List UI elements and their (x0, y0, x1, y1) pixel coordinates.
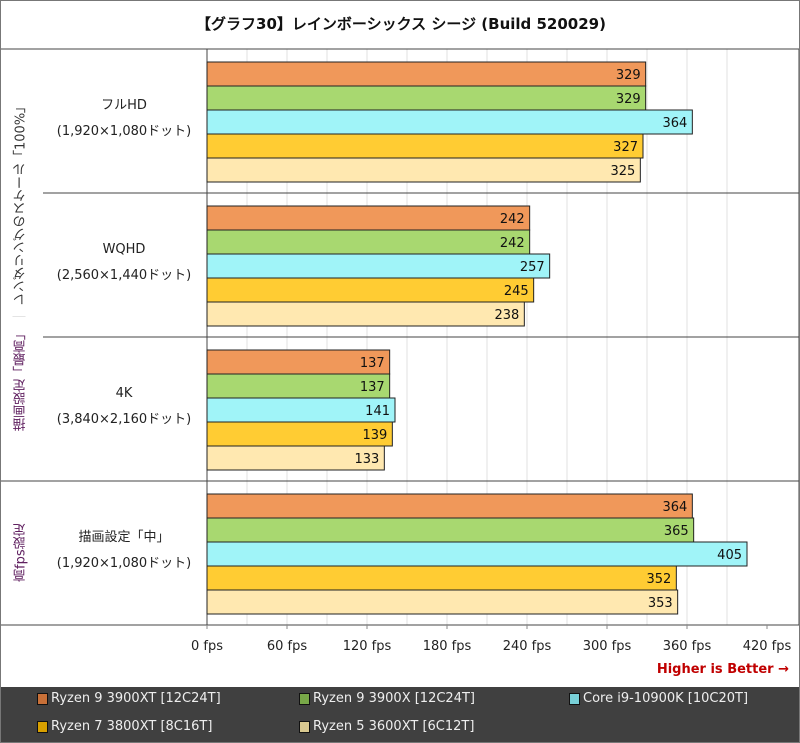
x-tick-label: 0 fps (191, 639, 223, 654)
bar (206, 493, 693, 519)
legend-item: Ryzen 9 3900XT [12C24T] (37, 691, 221, 706)
legend-label: Ryzen 7 3800XT [8C16T] (51, 719, 213, 734)
bar-value-label: 133 (355, 452, 380, 467)
bar (206, 349, 391, 375)
legend-swatch (37, 720, 48, 733)
category-label: 描画設定「中」 (1,920×1,080ドット) (41, 525, 207, 577)
bar-value-label: 242 (500, 236, 525, 251)
group-label-text: 高fps設定 (13, 523, 29, 583)
bar-value-label: 329 (616, 68, 641, 83)
bar (206, 589, 679, 615)
legend-item: Ryzen 9 3900X [12C24T] (299, 691, 475, 706)
bar (206, 397, 396, 423)
bar-value-label: 137 (360, 380, 385, 395)
group-label: 描画設定「最高」 ｜ レンダリングのスケール「100%」 (1, 49, 41, 481)
category-name: フルHD (101, 98, 147, 113)
bar-value-label: 139 (363, 428, 388, 443)
category-label: 4K (3,840×2,160ドット) (41, 381, 207, 433)
legend-label: Ryzen 5 3600XT [6C12T] (313, 719, 475, 734)
category-name: 描画設定「中」 (78, 530, 170, 545)
bar-value-label: 238 (495, 308, 520, 323)
bar-value-label: 329 (616, 92, 641, 107)
bar (206, 229, 531, 255)
bar (206, 61, 647, 87)
legend-label: Core i9-10900K [10C20T] (583, 691, 749, 706)
legend-swatch (299, 720, 310, 733)
group-label-text: レンダリングのスケール「100%」 (13, 99, 29, 306)
legend-label: Ryzen 9 3900XT [12C24T] (51, 691, 221, 706)
bar-value-label: 141 (365, 404, 390, 419)
bar-value-label: 364 (663, 116, 688, 131)
category-resolution: (1,920×1,080ドット) (56, 556, 192, 571)
bar (206, 157, 641, 183)
bar-value-label: 353 (648, 596, 673, 611)
legend-item: Ryzen 7 3800XT [8C16T] (37, 719, 212, 734)
x-tick-label: 120 fps (343, 639, 392, 654)
x-tick-label: 360 fps (663, 639, 712, 654)
category-resolution: (1,920×1,080ドット) (56, 124, 192, 139)
bar (206, 301, 525, 327)
legend-swatch (299, 692, 310, 705)
category-label: WQHD (2,560×1,440ドット) (41, 237, 207, 289)
bar (206, 253, 551, 279)
bar-value-label: 364 (663, 500, 688, 515)
bar-value-label: 242 (500, 212, 525, 227)
group-label-divider: ｜ (13, 309, 29, 323)
group-label-text: 描画設定「最高」 (13, 326, 29, 431)
higher-is-better-note: Higher is Better → (656, 662, 789, 677)
legend-item: Ryzen 5 3600XT [6C12T] (299, 719, 474, 734)
bar-value-label: 245 (504, 284, 529, 299)
category-name: WQHD (102, 242, 146, 257)
category-label: フルHD (1,920×1,080ドット) (41, 93, 207, 145)
category-name: 4K (115, 386, 133, 401)
bar (206, 277, 535, 303)
legend-label: Ryzen 9 3900X [12C24T] (313, 691, 475, 706)
bar (206, 541, 748, 567)
legend-swatch (569, 692, 580, 705)
chart-title: 【グラフ30】レインボーシックス シージ (Build 520029) (196, 15, 606, 33)
legend-swatch (37, 692, 48, 705)
category-resolution: (2,560×1,440ドット) (56, 268, 192, 283)
group-label: 高fps設定 (1, 481, 41, 625)
x-tick-label: 300 fps (583, 639, 632, 654)
x-tick-label: 180 fps (423, 639, 472, 654)
legend: Ryzen 9 3900XT [12C24T] Ryzen 9 3900X [12… (1, 687, 799, 742)
x-tick-label: 420 fps (743, 639, 792, 654)
bar-value-label: 405 (717, 548, 742, 563)
bar (206, 373, 391, 399)
bar (206, 109, 693, 135)
bar-value-label: 325 (611, 164, 636, 179)
bar (206, 445, 385, 471)
bar-value-label: 137 (360, 356, 385, 371)
bar-value-label: 327 (613, 140, 638, 155)
bar (206, 133, 644, 159)
bar (206, 85, 647, 111)
bar-chart: 329 329 364 327 325 242 242 257 245 238 137 137 141 1… (1, 48, 799, 654)
category-resolution: (3,840×2,160ドット) (56, 412, 192, 427)
bar (206, 205, 531, 231)
bar-value-label: 352 (647, 572, 672, 587)
x-tick-label: 60 fps (267, 639, 308, 654)
bar (206, 565, 677, 591)
bar (206, 517, 695, 543)
legend-item: Core i9-10900K [10C20T] (569, 691, 748, 706)
bar-value-label: 257 (520, 260, 545, 275)
x-tick-label: 240 fps (503, 639, 552, 654)
bar-value-label: 365 (664, 524, 689, 539)
